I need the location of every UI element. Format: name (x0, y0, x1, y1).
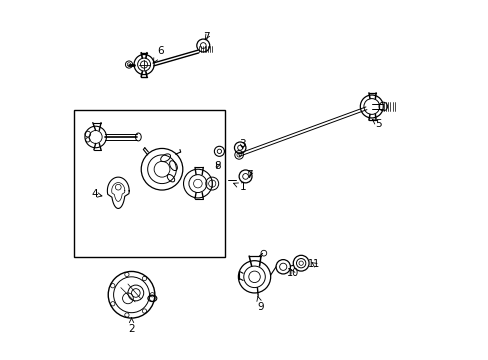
Text: 7: 7 (246, 170, 253, 180)
Text: 10: 10 (286, 268, 299, 278)
Bar (74, 110, 224, 257)
Text: 8: 8 (214, 161, 221, 171)
Text: 3: 3 (239, 139, 245, 149)
Text: 7: 7 (203, 32, 210, 41)
Text: 11: 11 (307, 259, 320, 269)
Text: 9: 9 (256, 296, 264, 312)
Text: 2: 2 (128, 318, 135, 334)
Text: 4: 4 (91, 189, 102, 199)
Text: 1: 1 (233, 182, 245, 192)
Text: 6: 6 (153, 46, 163, 63)
Text: 5: 5 (372, 120, 382, 129)
